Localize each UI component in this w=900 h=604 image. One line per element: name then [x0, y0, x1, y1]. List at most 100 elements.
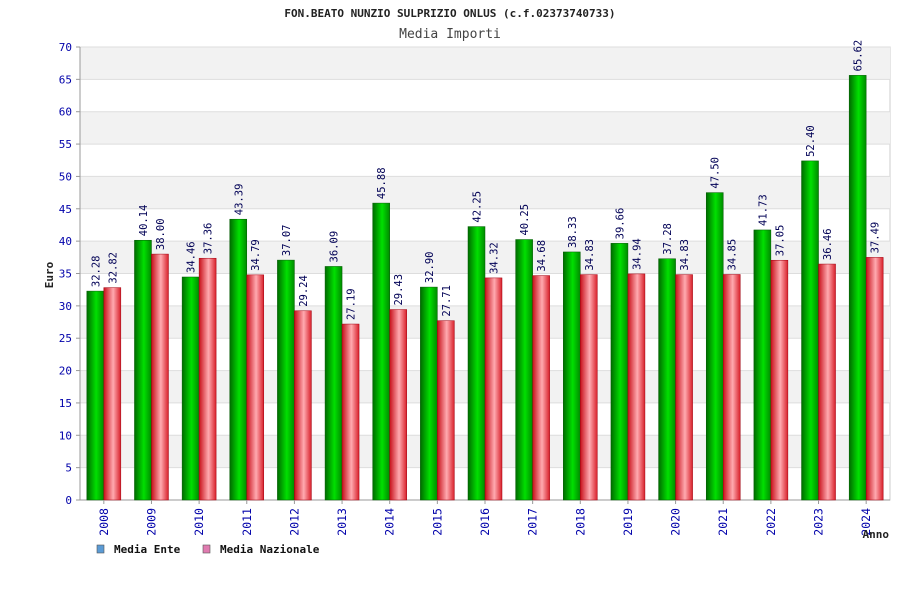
x-axis-ticks: 2008 2009 2010 2011 2012 2013 2014 2015 2016 2017…: [97, 500, 873, 536]
bar-value-label: 29.43: [393, 274, 405, 306]
chart-subtitle: Media Importi: [399, 27, 501, 42]
bar-media-nazionale-2024: [865, 257, 884, 501]
y-tick-label: 50: [59, 170, 72, 183]
bar-media-nazionale-2022: [770, 259, 789, 501]
bar-media-nazionale-2019: [627, 273, 646, 501]
x-tick-label: 2011: [240, 508, 254, 536]
y-axis-label: Euro: [43, 261, 56, 288]
bar-value-label: 37.36: [203, 223, 215, 255]
bar-value-label: 34.83: [584, 239, 596, 271]
bar-value-label: 38.00: [155, 218, 167, 250]
x-tick-label: 2014: [383, 508, 397, 536]
bar-value-label: 34.79: [250, 239, 262, 271]
bars-group: 32.28 32.82 40.14 38.00 34.46 37.36 43.39 34.79…: [86, 40, 884, 501]
x-axis-label: Anno: [863, 528, 890, 541]
bar-media-ente-2011: [229, 218, 248, 501]
y-tick-label: 0: [65, 494, 72, 507]
y-tick-label: 65: [59, 73, 72, 86]
x-tick-label: 2015: [430, 508, 444, 536]
x-tick-label: 2012: [287, 508, 301, 536]
bar-media-ente-2023: [801, 160, 819, 501]
bar-value-label: 32.82: [107, 252, 119, 284]
legend-swatch-media-nazionale: [202, 544, 211, 554]
legend: Media Ente Media Nazionale: [96, 543, 320, 556]
x-tick-label: 2020: [669, 508, 683, 536]
bar-media-ente-2017: [515, 239, 533, 501]
bar-media-ente-2012: [277, 259, 295, 501]
bar-value-label: 37.07: [281, 224, 293, 256]
bar-media-ente-2024: [848, 75, 867, 501]
bar-value-label: 34.85: [727, 239, 739, 271]
x-tick-label: 2021: [716, 508, 730, 536]
bar-media-ente-2009: [134, 239, 152, 501]
bar-media-ente-2015: [420, 286, 438, 501]
bar-value-label: 45.88: [376, 167, 388, 199]
grid-band: [80, 111, 890, 145]
bar-media-nazionale-2009: [151, 253, 169, 501]
bar-value-label: 37.49: [870, 222, 882, 254]
bar-media-ente-2021: [705, 192, 724, 501]
y-tick-label: 55: [59, 138, 72, 151]
x-tick-label: 2019: [621, 508, 635, 536]
bar-value-label: 34.32: [489, 242, 501, 274]
bar-media-nazionale-2015: [437, 320, 455, 501]
bar-media-ente-2022: [753, 229, 772, 501]
bar-value-label: 40.25: [519, 204, 531, 236]
bar-value-label: 40.14: [138, 205, 150, 237]
y-tick-label: 35: [59, 268, 72, 281]
bar-value-label: 43.39: [233, 184, 245, 216]
bar-media-nazionale-2017: [532, 275, 550, 501]
bar-media-nazionale-2011: [246, 274, 265, 501]
bar-media-nazionale-2018: [580, 274, 598, 501]
y-tick-label: 25: [59, 332, 72, 345]
bar-media-nazionale-2023: [818, 263, 836, 501]
bar-media-ente-2014: [372, 202, 390, 501]
x-tick-label: 2018: [573, 508, 587, 536]
x-tick-label: 2010: [192, 508, 206, 536]
grid-band: [80, 176, 890, 209]
x-tick-label: 2016: [478, 508, 492, 536]
y-tick-label: 20: [59, 365, 72, 378]
bar-media-nazionale-2012: [294, 310, 312, 501]
bar-value-label: 65.62: [853, 40, 865, 72]
bar-media-ente-2020: [658, 258, 676, 501]
bar-value-label: 27.71: [441, 285, 453, 317]
bar-value-label: 38.33: [567, 216, 579, 248]
x-tick-label: 2008: [97, 508, 111, 536]
bar-media-nazionale-2008: [103, 287, 122, 501]
x-tick-label: 2017: [526, 508, 540, 536]
bar-media-ente-2010: [181, 276, 200, 501]
grid-band: [80, 47, 890, 80]
bar-value-label: 34.94: [631, 238, 643, 270]
y-tick-label: 10: [59, 429, 72, 442]
bar-media-nazionale-2014: [389, 309, 407, 501]
bar-value-label: 47.50: [710, 157, 722, 189]
bar-value-label: 27.19: [346, 288, 358, 320]
bar-value-label: 34.68: [536, 240, 548, 272]
bar-media-nazionale-2016: [484, 277, 503, 501]
bar-value-label: 32.28: [90, 255, 102, 287]
x-tick-label: 2022: [764, 508, 778, 536]
bar-value-label: 34.83: [679, 239, 691, 271]
x-tick-label: 2023: [812, 508, 826, 536]
bar-value-label: 37.28: [662, 223, 674, 255]
legend-swatch-media-ente: [96, 544, 105, 554]
bar-media-nazionale-2010: [198, 257, 217, 501]
y-tick-label: 5: [65, 462, 72, 475]
bar-media-ente-2018: [563, 251, 581, 501]
x-tick-label: 2009: [144, 508, 158, 536]
bar-media-nazionale-2021: [722, 274, 741, 501]
bar-value-label: 32.90: [424, 251, 436, 283]
y-tick-label: 30: [59, 300, 72, 313]
legend-label: Media Ente: [114, 543, 181, 556]
x-tick-label: 2013: [335, 508, 349, 536]
bar-value-label: 29.24: [298, 275, 310, 307]
y-tick-label: 40: [59, 235, 72, 248]
y-tick-label: 45: [59, 203, 72, 216]
bar-value-label: 41.73: [757, 194, 769, 226]
chart-title: FON.BEATO NUNZIO SULPRIZIO ONLUS (c.f.02…: [284, 7, 615, 20]
bar-media-nazionale-2020: [675, 274, 693, 501]
y-tick-label: 70: [59, 41, 72, 54]
